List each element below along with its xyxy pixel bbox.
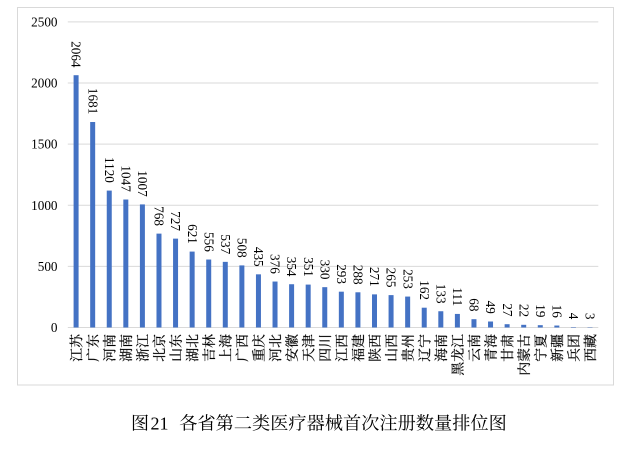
svg-text:293: 293: [334, 264, 349, 284]
svg-text:2000: 2000: [31, 76, 58, 91]
svg-text:556: 556: [201, 232, 216, 252]
svg-text:2064: 2064: [69, 41, 84, 68]
svg-text:1681: 1681: [85, 88, 100, 114]
svg-text:537: 537: [218, 234, 233, 254]
svg-text:1120: 1120: [102, 157, 117, 183]
svg-text:16: 16: [549, 305, 564, 319]
svg-text:1500: 1500: [31, 137, 58, 152]
svg-text:1047: 1047: [118, 165, 133, 192]
svg-text:3: 3: [583, 313, 598, 320]
svg-text:376: 376: [268, 254, 283, 274]
svg-text:1000: 1000: [31, 198, 58, 213]
svg-text:271: 271: [367, 267, 382, 287]
svg-text:330: 330: [317, 260, 332, 280]
svg-text:1007: 1007: [135, 170, 150, 197]
svg-text:111: 111: [450, 287, 465, 306]
svg-text:508: 508: [235, 238, 250, 258]
svg-text:133: 133: [433, 284, 448, 304]
svg-text:68: 68: [467, 298, 482, 312]
svg-text:253: 253: [400, 269, 415, 289]
svg-text:621: 621: [185, 224, 200, 244]
svg-text:4: 4: [566, 313, 581, 320]
svg-text:22: 22: [516, 304, 531, 317]
svg-text:162: 162: [417, 280, 432, 300]
svg-text:0: 0: [51, 320, 58, 335]
svg-text:19: 19: [533, 304, 548, 318]
svg-text:27: 27: [500, 303, 515, 317]
svg-text:435: 435: [251, 247, 266, 267]
svg-text:265: 265: [384, 268, 399, 288]
svg-text:2500: 2500: [31, 14, 58, 29]
svg-text:727: 727: [168, 211, 183, 231]
svg-text:351: 351: [301, 257, 316, 277]
svg-text:21: 21: [151, 413, 169, 433]
svg-text:49: 49: [483, 301, 498, 315]
svg-text:768: 768: [152, 206, 167, 226]
svg-text:500: 500: [38, 259, 58, 274]
svg-text:288: 288: [351, 265, 366, 285]
svg-text:354: 354: [284, 257, 299, 277]
